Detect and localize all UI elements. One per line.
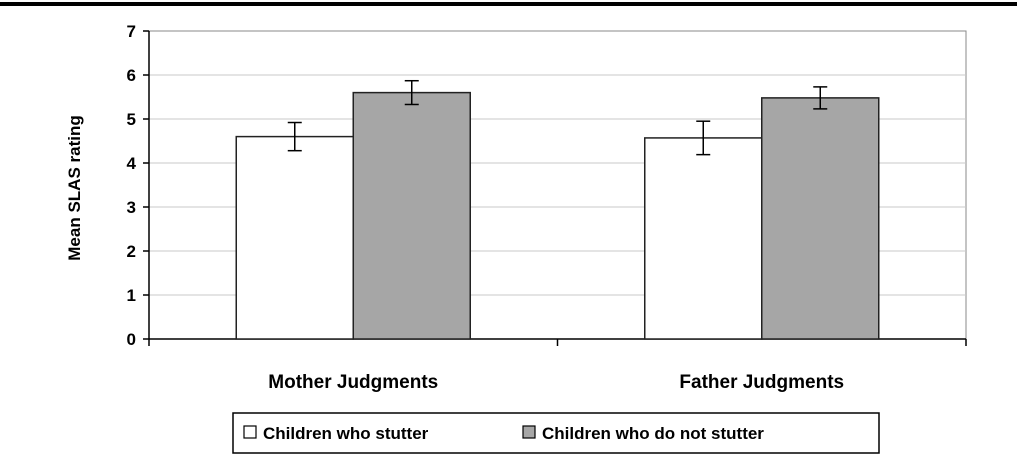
legend: Children who stutter Children who do not … [232,412,880,454]
plot-area: 0 1 2 3 4 5 6 7 Mother Judgments Father Judgments [127,22,967,393]
y-tick-label: 0 [127,330,136,349]
y-tick-label: 1 [127,286,136,305]
y-tick-label: 4 [127,154,137,173]
legend-label: Children who do not stutter [542,424,764,443]
y-tick-label: 6 [127,66,136,85]
legend-swatch [522,425,536,439]
x-tick-label: Mother Judgments [268,372,438,393]
y-tick-label: 7 [127,22,136,41]
bar [352,91,471,340]
y-tick-label: 2 [127,242,136,261]
y-axis-label: Mean SLAS rating [65,115,84,260]
bar [644,137,763,340]
y-tick-label: 5 [127,110,136,129]
y-tick-label: 3 [127,198,136,217]
x-tick-label: Father Judgments [679,372,844,393]
bar [235,135,354,340]
legend-box [232,412,880,454]
legend-swatch [243,425,257,439]
legend-label: Children who stutter [263,424,429,443]
bar [761,97,880,340]
